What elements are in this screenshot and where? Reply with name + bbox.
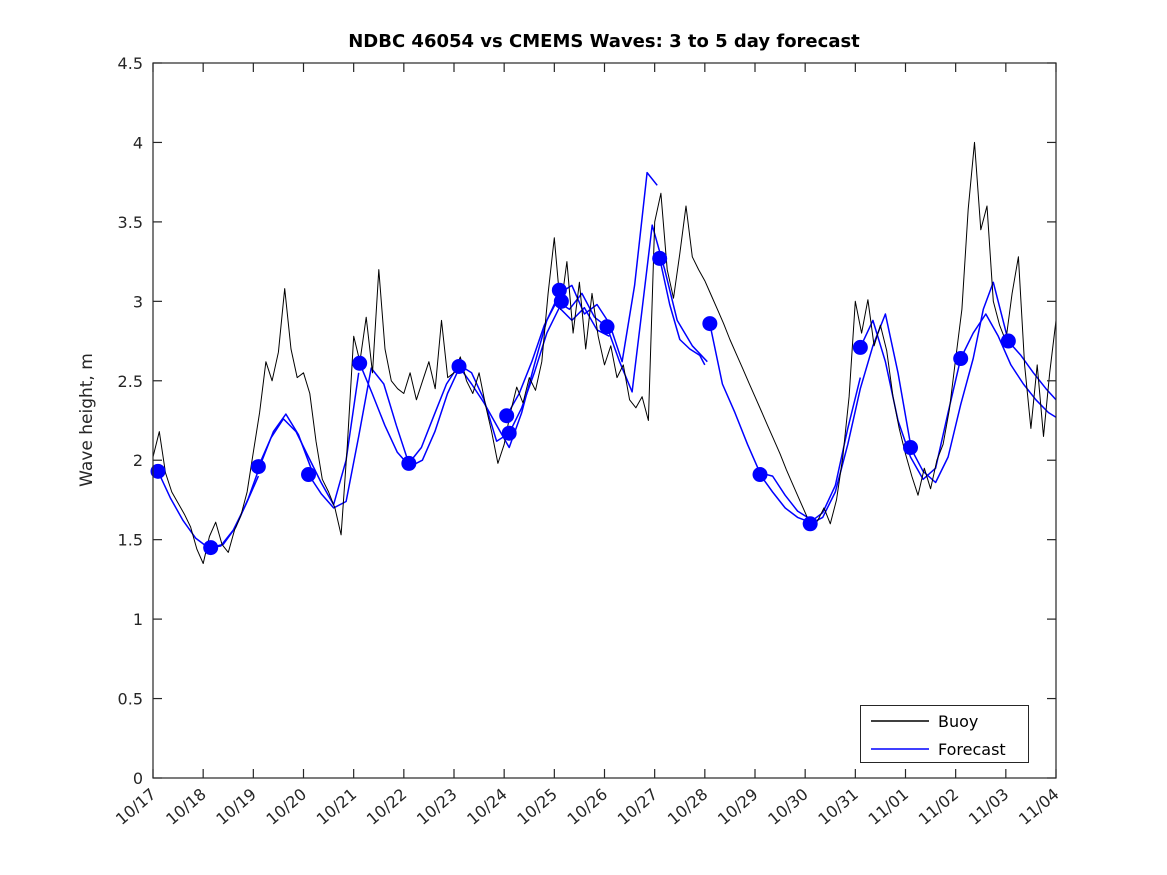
forecast-line <box>606 224 708 393</box>
x-tick-label-group: 10/17 10/18 10/19 10/20 10/21 10/22 10/23 10/24… <box>112 785 1063 829</box>
x-tick-label: 10/23 <box>413 785 461 829</box>
forecast-line <box>859 319 962 481</box>
y-tick-label: 2 <box>133 451 143 470</box>
y-tick-label: 0.5 <box>118 690 143 709</box>
forecast-start-marker <box>352 355 368 371</box>
forecast-line <box>458 293 560 449</box>
y-tick-label: 4 <box>133 133 143 152</box>
x-tick-label: 10/19 <box>212 785 260 829</box>
x-tick-label: 11/03 <box>965 785 1013 829</box>
x-tick-label: 10/18 <box>162 785 210 829</box>
plot-background <box>153 63 1056 778</box>
forecast-start-marker <box>852 339 868 355</box>
forecast-start-marker <box>501 425 517 441</box>
y-tick-label: 4.5 <box>118 54 143 73</box>
forecast-start-marker <box>451 358 467 374</box>
forecast-line <box>960 313 1057 418</box>
forecast-start-marker <box>553 293 569 309</box>
tick-group <box>152 62 1057 779</box>
x-tick-label: 10/29 <box>714 785 762 829</box>
y-tick-label: 3.5 <box>118 213 143 232</box>
x-tick-label: 11/04 <box>1015 785 1063 829</box>
x-tick-label: 10/27 <box>614 785 662 829</box>
forecast-start-marker <box>401 455 417 471</box>
chart-title: NDBC 46054 vs CMEMS Waves: 3 to 5 day fo… <box>348 31 860 52</box>
y-tick-label: 1 <box>133 610 143 629</box>
y-tick-label: 0 <box>133 769 143 788</box>
forecast-start-marker <box>599 319 615 335</box>
forecast-start-marker <box>203 540 219 556</box>
forecast-start-marker <box>752 467 768 483</box>
x-tick-label: 11/02 <box>915 785 963 829</box>
legend-label-forecast: Forecast <box>938 740 1006 759</box>
y-tick-label-group: 0 0.5 1 1.5 2 2.5 3 3.5 4 4.5 <box>118 54 143 788</box>
forecast-marker-group <box>150 250 1016 556</box>
forecast-start-marker <box>953 351 969 367</box>
y-axis-label: Wave height, m <box>77 353 97 487</box>
buoy-line <box>152 141 1057 564</box>
forecast-start-marker <box>250 459 266 475</box>
x-tick-label: 10/20 <box>263 785 311 829</box>
forecast-start-marker <box>301 467 317 483</box>
x-tick-label: 10/30 <box>764 785 812 829</box>
forecast-line <box>1007 340 1057 401</box>
forecast-line <box>909 281 1010 484</box>
x-tick-label: 10/21 <box>313 785 361 829</box>
forecast-start-marker <box>802 516 818 532</box>
forecast-line <box>307 367 410 509</box>
legend-label-buoy: Buoy <box>938 712 978 731</box>
forecast-line <box>257 372 360 506</box>
x-tick-label: 10/24 <box>463 785 511 829</box>
x-tick-label: 10/25 <box>513 785 561 829</box>
forecast-start-marker <box>499 408 515 424</box>
forecast-start-marker <box>1000 333 1016 349</box>
forecast-start-marker <box>551 282 567 298</box>
x-tick-label: 10/28 <box>664 785 712 829</box>
legend: Buoy Forecast <box>860 705 1029 763</box>
forecast-line <box>809 313 912 525</box>
x-tick-label: 10/17 <box>112 785 160 829</box>
x-tick-label: 10/22 <box>363 785 411 829</box>
forecast-start-marker <box>903 440 919 456</box>
x-tick-label: 10/26 <box>564 785 612 829</box>
legend-box <box>860 705 1029 763</box>
y-tick-label: 2.5 <box>118 372 143 391</box>
forecast-start-marker <box>702 316 718 332</box>
x-tick-label: 10/31 <box>814 785 862 829</box>
forecast-line <box>658 258 706 366</box>
forecast-start-marker <box>150 463 166 479</box>
x-tick-label: 11/01 <box>865 785 913 829</box>
forecast-start-marker <box>652 250 668 266</box>
y-tick-label: 3 <box>133 292 143 311</box>
y-tick-label: 1.5 <box>118 531 143 550</box>
